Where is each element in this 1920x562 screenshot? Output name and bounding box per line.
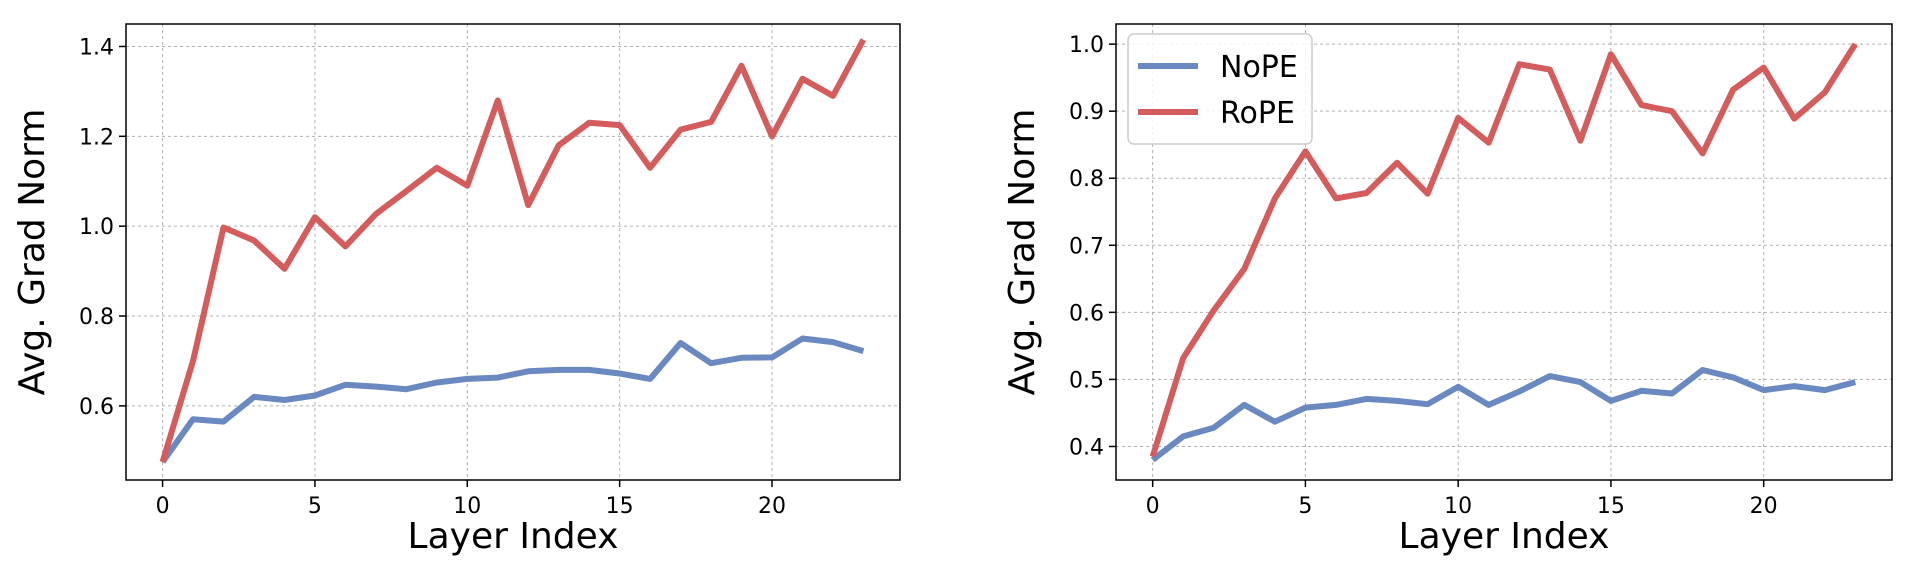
x-tick-label: 0: [156, 494, 170, 519]
x-tick-label: 20: [758, 494, 786, 519]
x-tick-label: 15: [606, 494, 634, 519]
plot-frame: [125, 23, 901, 481]
y-tick-label: 1.4: [79, 35, 114, 60]
left-chart: 0 5 10 15 20 0.6 0.8 1.0 1.2 1.4 Layer Index Avg. G…: [12, 23, 901, 557]
y-axis-label: Avg. Grad Norm: [12, 109, 53, 396]
x-tick-label: 0: [1146, 494, 1160, 519]
y-tick-label: 0.8: [1069, 167, 1104, 192]
legend-label-rope: RoPE: [1220, 96, 1295, 131]
y-tick-label: 0.4: [1069, 435, 1104, 460]
x-axis-label: Layer Index: [408, 516, 619, 557]
legend-label-nope: NoPE: [1220, 50, 1298, 85]
series-line-0: [160, 335, 865, 464]
y-tick-label: 1.2: [79, 125, 114, 150]
y-tick-label: 1.0: [79, 215, 114, 240]
x-tick-label: 15: [1597, 494, 1625, 519]
x-tick-label: 5: [308, 494, 322, 519]
y-tick-label: 0.9: [1069, 100, 1104, 125]
y-tick-label: 1.0: [1069, 33, 1104, 58]
x-tick-label: 20: [1750, 494, 1778, 519]
y-tick-label: 0.6: [79, 395, 114, 420]
series-line-rope: [1149, 42, 1858, 458]
y-tick-label: 0.6: [1069, 301, 1104, 326]
y-tick-label: 0.5: [1069, 368, 1104, 393]
y-tick-label: 0.7: [1069, 234, 1104, 259]
series-line-1: [159, 38, 867, 463]
plot-area: [126, 24, 900, 480]
x-tick-label: 10: [1444, 494, 1472, 519]
y-tick-label: 0.8: [79, 305, 114, 330]
x-tick-label: 10: [453, 494, 481, 519]
x-axis-label: Layer Index: [1399, 516, 1610, 557]
legend-box: [1127, 33, 1313, 145]
x-tick-label: 5: [1298, 494, 1312, 519]
plot-frame: [1115, 23, 1893, 481]
right-chart: 0 5 10 15 20 0.4 0.5 0.6 0.7 0.8 0.9 1.0 Layer Index…: [1002, 23, 1893, 557]
y-axis-label: Avg. Grad Norm: [1002, 109, 1043, 396]
series-line-nope: [1150, 367, 1857, 463]
